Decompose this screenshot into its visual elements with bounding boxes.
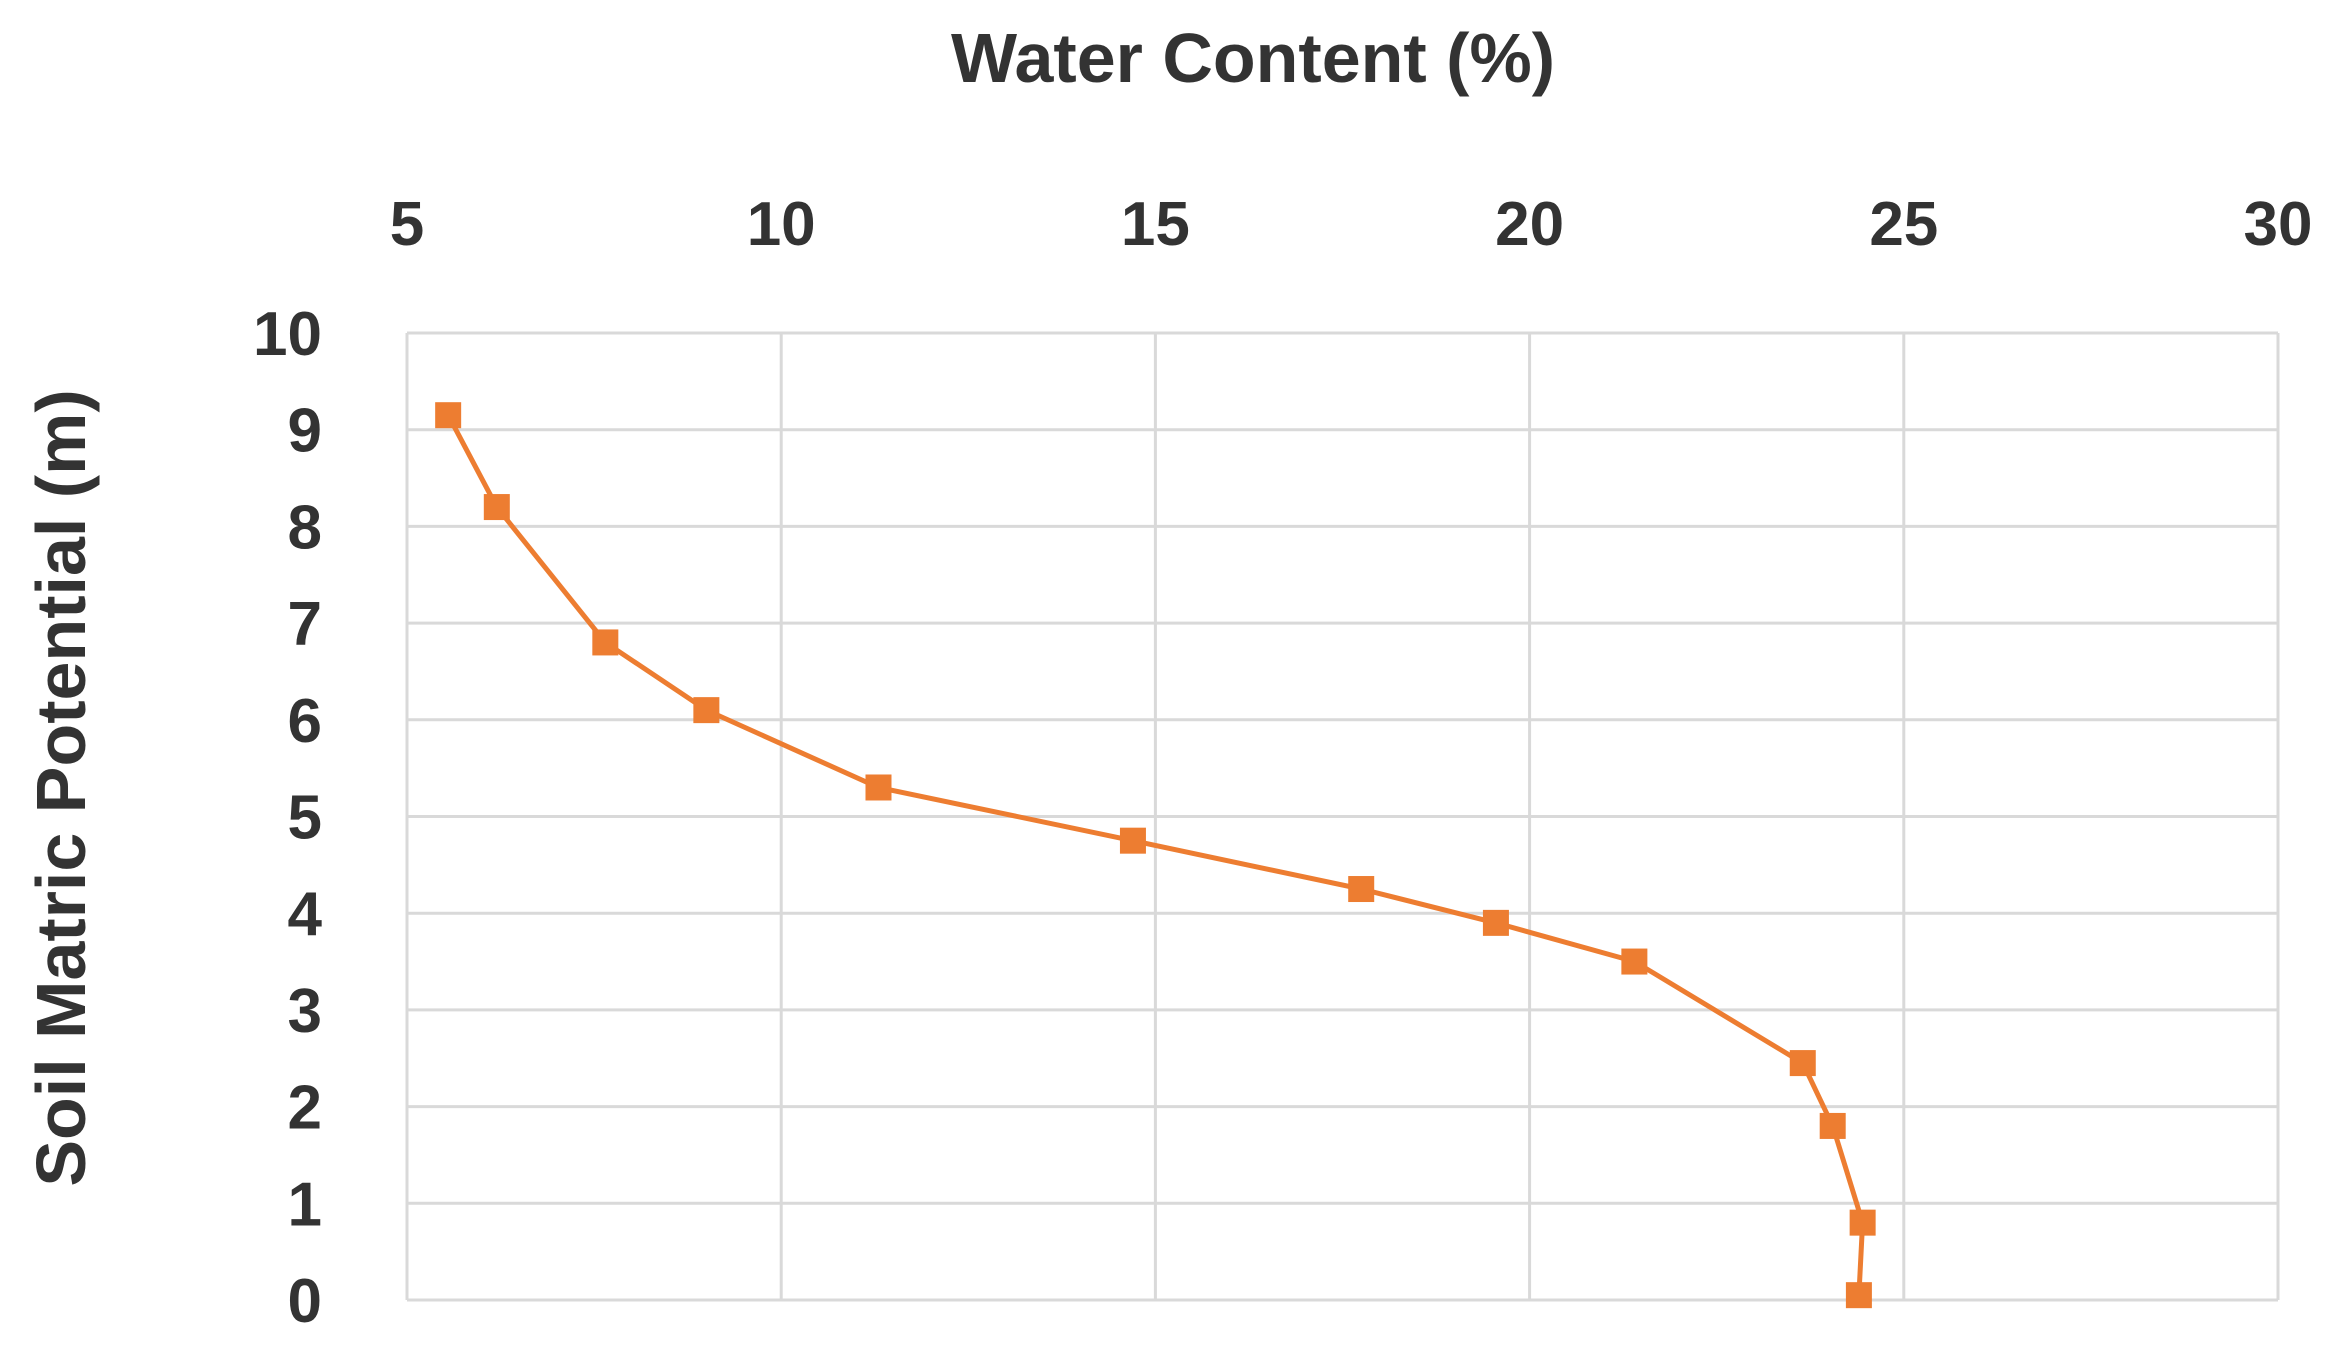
data-point-marker (693, 697, 720, 724)
y-tick-label: 1 (288, 1170, 322, 1239)
y-tick-label: 8 (288, 493, 322, 562)
x-tick-label: 20 (1495, 190, 1564, 259)
x-tick-label: 10 (747, 190, 816, 259)
x-tick-label: 30 (2244, 190, 2313, 259)
data-point-marker (592, 629, 619, 656)
data-point-marker (1849, 1209, 1876, 1236)
y-axis-title: Soil Matric Potential (m) (22, 389, 100, 1186)
data-point-marker (483, 494, 510, 521)
y-tick-label: 7 (288, 590, 322, 659)
data-point-marker (1621, 948, 1648, 975)
y-tick-labels: 0 1 2 3 4 5 6 7 8 9 10 (253, 300, 322, 1336)
data-point-marker (1119, 827, 1146, 854)
gridlines (405, 331, 2280, 1302)
data-point-marker (1845, 1282, 1872, 1309)
y-tick-label: 0 (288, 1267, 322, 1336)
x-tick-label: 5 (390, 190, 424, 259)
y-tick-label: 2 (288, 1074, 322, 1143)
y-tick-label: 6 (288, 687, 322, 756)
y-tick-label: 9 (288, 397, 322, 466)
data-point-marker (1348, 876, 1375, 903)
y-tick-label: 4 (288, 880, 323, 949)
data-point-marker (435, 402, 462, 429)
y-tick-label: 5 (288, 784, 322, 853)
data-point-marker (1819, 1112, 1846, 1139)
x-axis-title: Water Content (%) (951, 19, 1555, 97)
data-point-marker (1789, 1050, 1816, 1077)
data-point-marker (1482, 909, 1509, 936)
x-tick-label: 15 (1121, 190, 1190, 259)
y-tick-label: 10 (253, 300, 322, 369)
y-tick-label: 3 (288, 977, 322, 1046)
data-point-marker (865, 774, 892, 801)
x-tick-label: 25 (1869, 190, 1938, 259)
data-series (435, 402, 1876, 1309)
x-tick-labels: 5 10 15 20 25 30 (390, 190, 2313, 259)
